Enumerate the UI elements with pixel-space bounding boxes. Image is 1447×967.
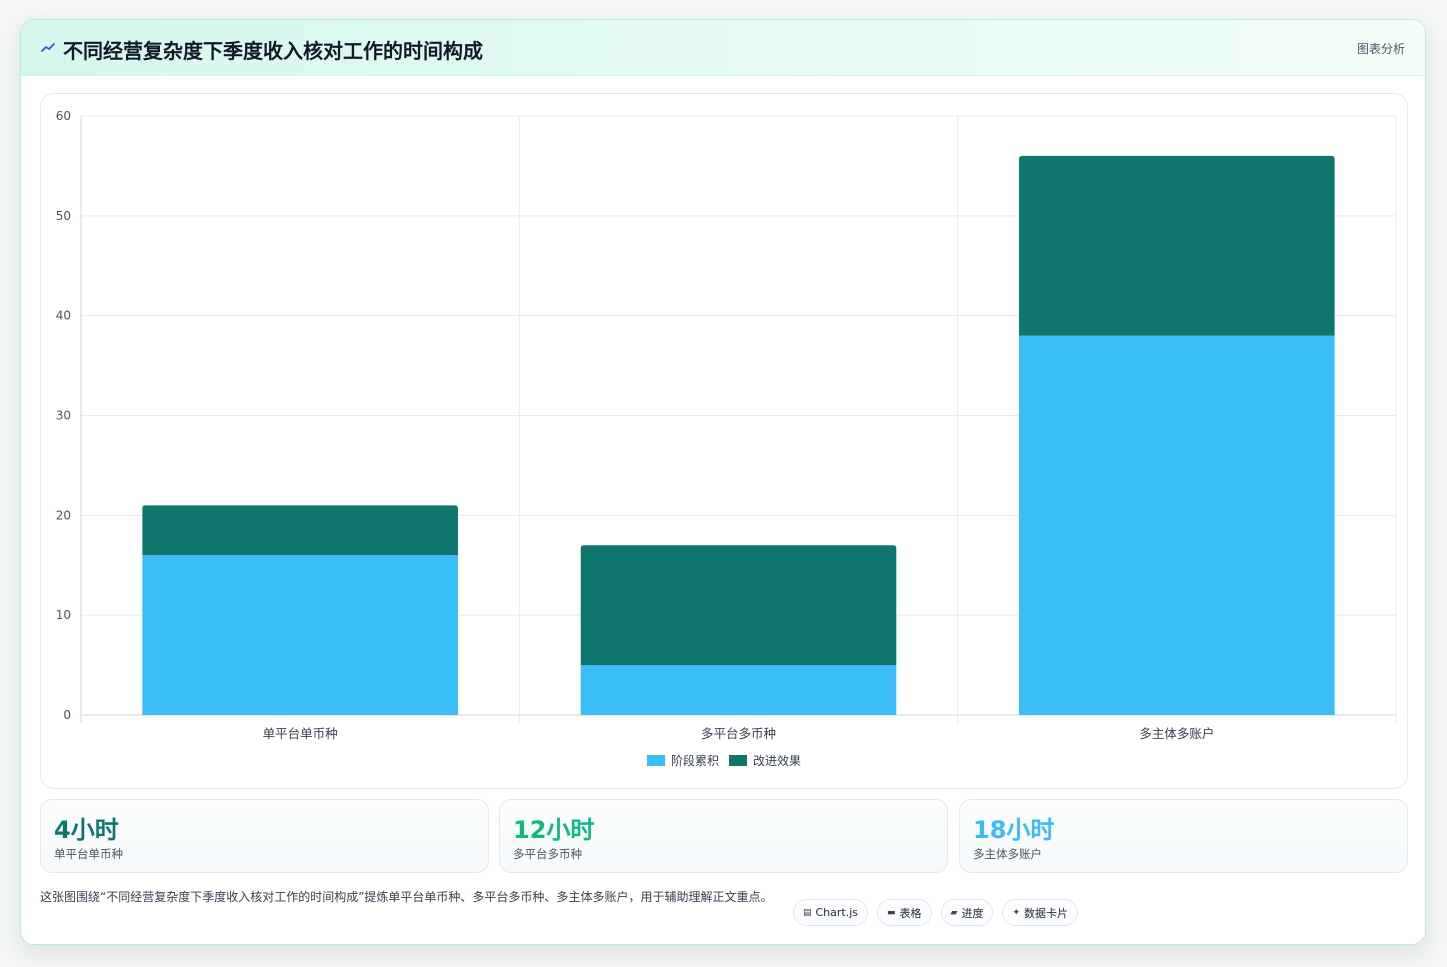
bar-segment — [1019, 335, 1335, 715]
chart-panel: 0 10 20 30 40 50 60 单平台单币种 多平台多币种 多主体多账户 阶段累积 改进效果 — [40, 93, 1408, 789]
stat-label: 多平台多币种 — [513, 847, 582, 861]
legend-label: 改进效果 — [753, 754, 802, 768]
y-tick-label: 20 — [56, 508, 71, 522]
tech-chips: ▤ Chart.js ▬ 表格 ▰ 进度 ✦ 数据卡片 — [792, 899, 1078, 926]
stat-card-multi-entity: 18小时 多主体多账户 — [959, 799, 1408, 873]
sparkle-icon: ✦ — [1012, 907, 1020, 918]
y-tick-label: 60 — [56, 109, 71, 123]
stat-card-single-platform: 4小时 单平台单币种 — [40, 799, 489, 873]
chip-label: 进度 — [961, 906, 984, 920]
stat-label: 多主体多账户 — [973, 847, 1042, 861]
table-icon: ▬ — [887, 907, 896, 918]
chip-label: 数据卡片 — [1024, 906, 1068, 920]
stat-card-multi-platform: 12小时 多平台多币种 — [499, 799, 948, 873]
trend-line-icon — [41, 43, 55, 52]
y-tick-label: 0 — [63, 708, 71, 722]
y-tick-label: 40 — [56, 309, 71, 323]
progress-icon: ▰ — [950, 907, 958, 918]
bar-segment — [580, 665, 897, 715]
legend-swatch — [729, 755, 747, 766]
chart-description: 这张图围绕“不同经营复杂度下季度收入核对工作的时间构成”提炼单平台单币种、多平台… — [40, 890, 773, 904]
y-tick-label: 30 — [56, 409, 71, 423]
legend-swatch — [646, 755, 665, 766]
page-title: 不同经营复杂度下季度收入核对工作的时间构成 — [63, 39, 483, 63]
card-header: 不同经营复杂度下季度收入核对工作的时间构成 图表分析 — [21, 20, 1425, 76]
stacked-bar-chart: 0 10 20 30 40 50 60 单平台单币种 多平台多币种 多主体多账户 — [56, 109, 1397, 741]
chart-analysis-label: 图表分析 — [1356, 42, 1405, 56]
bar-segment — [142, 555, 458, 715]
legend-item[interactable]: 阶段累积 — [646, 752, 719, 769]
legend-label: 阶段累积 — [670, 754, 719, 768]
chip-chartjs[interactable]: ▤ Chart.js — [792, 899, 869, 926]
x-tick-label: 多平台多币种 — [701, 726, 776, 741]
stat-label: 单平台单币种 — [54, 847, 123, 861]
x-tick-label: 多主体多账户 — [1139, 726, 1214, 741]
chip-table[interactable]: ▬ 表格 — [877, 899, 932, 926]
y-tick-label: 10 — [56, 608, 71, 622]
stat-value: 4小时 — [54, 816, 119, 844]
chip-data-card[interactable]: ✦ 数据卡片 — [1002, 899, 1078, 926]
stat-value: 12小时 — [513, 816, 595, 844]
bar-segment — [142, 505, 458, 556]
y-tick-label: 50 — [56, 209, 71, 223]
legend-item[interactable]: 改进效果 — [729, 752, 801, 769]
bar-segment — [580, 545, 897, 666]
chip-label: Chart.js — [815, 906, 859, 919]
table-icon: ▤ — [802, 907, 812, 918]
chart-legend: 阶段累积 改进效果 — [41, 752, 1407, 769]
chip-progress[interactable]: ▰ 进度 — [940, 899, 994, 926]
x-tick-label: 单平台单币种 — [263, 726, 338, 741]
chip-label: 表格 — [899, 906, 922, 920]
chart-card: 不同经营复杂度下季度收入核对工作的时间构成 图表分析 0 10 20 30 40 50 60… — [20, 19, 1426, 945]
stat-value: 18小时 — [973, 816, 1055, 844]
bar-segment — [1019, 155, 1335, 336]
